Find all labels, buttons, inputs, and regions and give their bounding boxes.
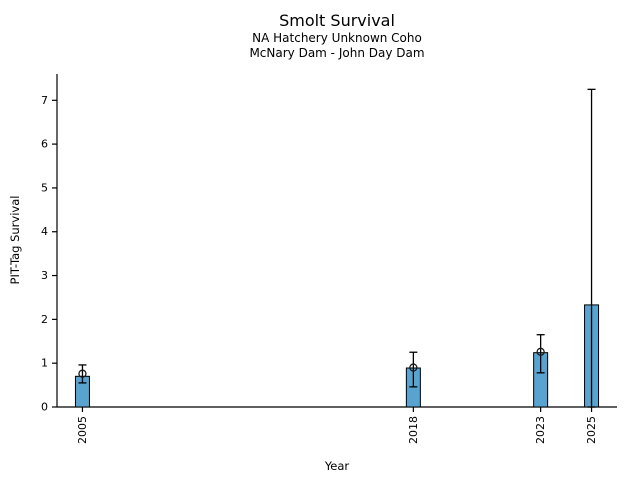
x-tick-label-2005: 2005 <box>76 416 89 444</box>
y-tick-label-3: 3 <box>41 269 48 282</box>
y-axis-label: PIT-Tag Survival <box>8 195 22 285</box>
x-tick-label-2025: 2025 <box>585 416 598 444</box>
chart-subtitle-reach: McNary Dam - John Day Dam <box>249 46 425 60</box>
y-tick-label-2: 2 <box>41 313 48 326</box>
y-tick-label-1: 1 <box>41 357 48 370</box>
chart-title: Smolt Survival <box>279 11 395 30</box>
x-axis-label: Year <box>324 459 350 473</box>
y-tick-label-7: 7 <box>41 94 48 107</box>
estimate-marker-2018 <box>409 363 418 372</box>
estimate-marker-2005 <box>78 369 87 378</box>
y-tick-label-6: 6 <box>41 138 48 151</box>
y-tick-label-5: 5 <box>41 181 48 194</box>
x-tick-label-2018: 2018 <box>407 416 420 444</box>
estimate-marker-2023 <box>536 347 545 356</box>
y-tick-label-0: 0 <box>41 401 48 414</box>
y-tick-label-4: 4 <box>41 225 48 238</box>
x-tick-label-2023: 2023 <box>534 416 547 444</box>
chart-subtitle-population: NA Hatchery Unknown Coho <box>252 31 422 45</box>
